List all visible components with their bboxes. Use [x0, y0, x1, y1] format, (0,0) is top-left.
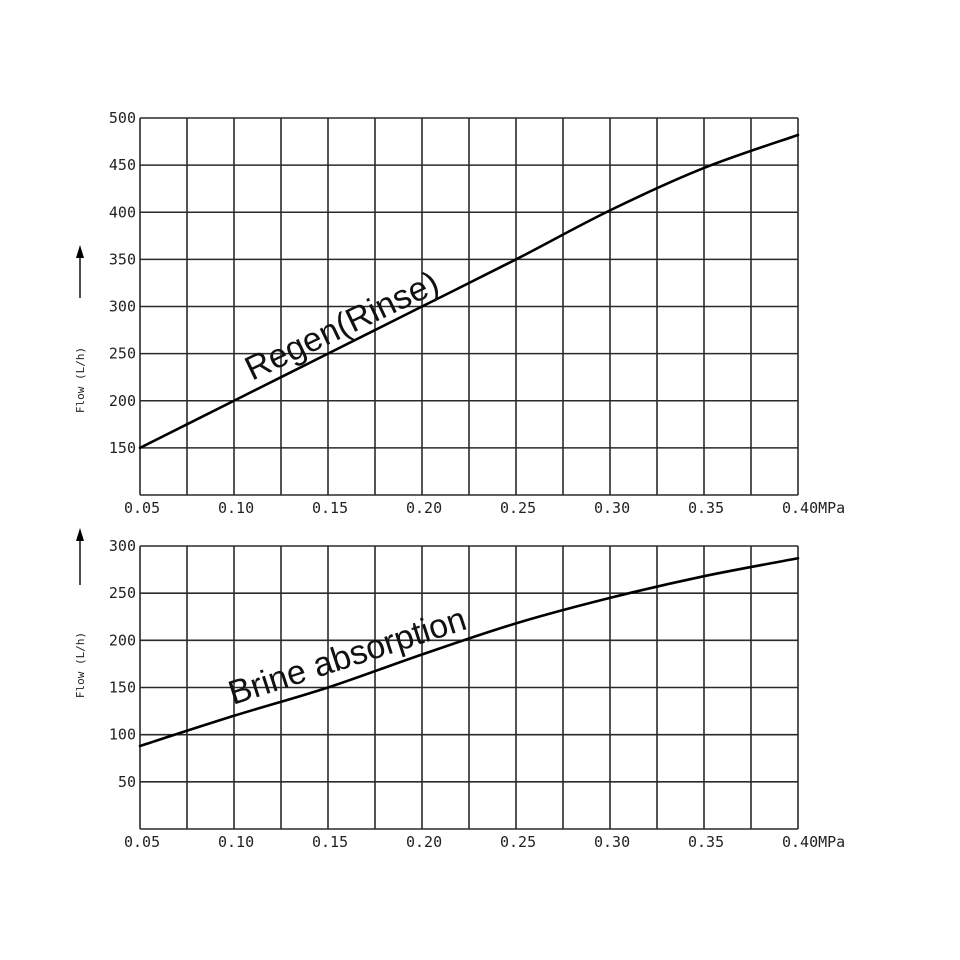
- series-label: Brine absorption: [224, 600, 471, 713]
- y-axis-label: Flow (L/h): [74, 632, 87, 698]
- y-tick-label: 150: [109, 439, 136, 457]
- y-tick-label: 300: [109, 298, 136, 316]
- x-tick-label: 0.20: [406, 833, 442, 851]
- x-tick-label: 0.30: [594, 833, 630, 851]
- x-tick-label: 0.05: [124, 833, 160, 851]
- y-tick-label: 400: [109, 203, 136, 221]
- x-tick-label: 0.15: [312, 833, 348, 851]
- x-tick-label: 0.35: [688, 499, 724, 517]
- x-tick-label: 0.15: [312, 499, 348, 517]
- y-tick-label: 200: [109, 631, 136, 649]
- x-tick-label-unit: 0.40MPa: [782, 833, 845, 851]
- y-tick-label: 200: [109, 392, 136, 410]
- series-line: [138, 556, 800, 748]
- x-tick-label: 0.30: [594, 499, 630, 517]
- x-tick-label: 0.25: [500, 499, 536, 517]
- brine-absorption-chart: 50 100 150 200 250 300 0.05 0.10 0.15 0.20 0.25 0.3…: [74, 528, 845, 851]
- y-tick-label: 150: [109, 679, 136, 697]
- x-tick-label: 0.05: [124, 499, 160, 517]
- regen-rinse-chart: 150 200 250 300 350 400 450 500 0.05 0.10 0.15 0.20…: [74, 109, 845, 517]
- y-tick-label: 250: [109, 584, 136, 602]
- arrow-up-icon: [76, 245, 84, 258]
- x-tick-label: 0.25: [500, 833, 536, 851]
- x-tick-label-unit: 0.40MPa: [782, 499, 845, 517]
- y-axis-label: Flow (L/h): [74, 347, 87, 413]
- arrow-up-icon: [76, 528, 84, 541]
- y-tick-label: 100: [109, 726, 136, 744]
- y-tick-label: 250: [109, 345, 136, 363]
- x-tick-label: 0.10: [218, 499, 254, 517]
- y-tick-label: 300: [109, 537, 136, 555]
- series-label: Regen(Rinse): [239, 264, 445, 389]
- y-tick-label: 350: [109, 250, 136, 268]
- y-tick-label: 450: [109, 156, 136, 174]
- x-tick-label: 0.10: [218, 833, 254, 851]
- x-tick-label: 0.35: [688, 833, 724, 851]
- y-tick-label: 500: [109, 109, 136, 127]
- x-tick-label: 0.20: [406, 499, 442, 517]
- y-tick-label: 50: [118, 773, 136, 791]
- series-line: [138, 133, 800, 450]
